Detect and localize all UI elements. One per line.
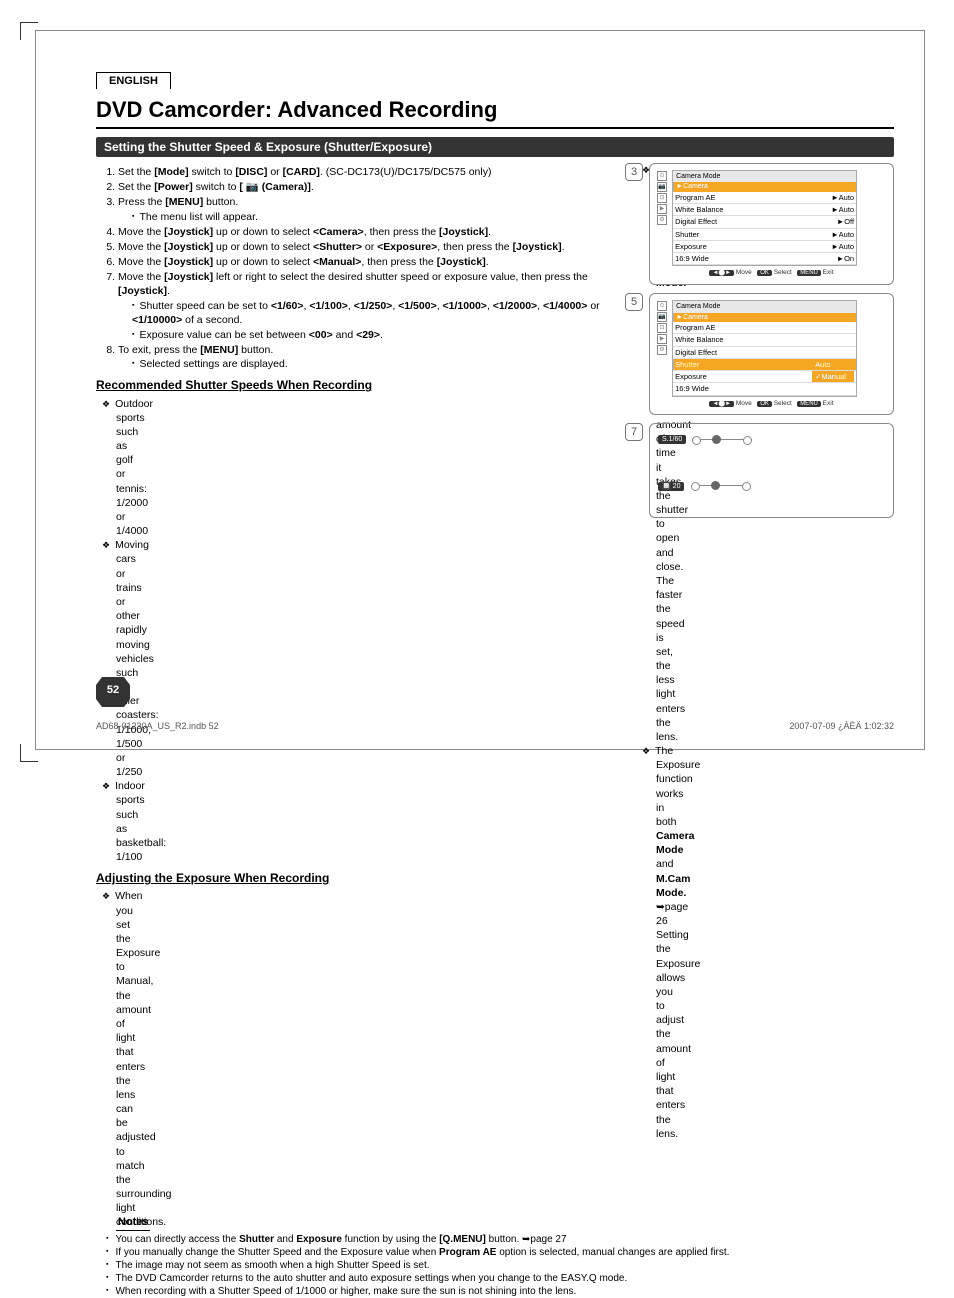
language-tab: ENGLISH <box>96 72 171 89</box>
recommended-list: Outdoor sports such as golf or tennis: 1… <box>96 397 103 865</box>
rec-icon: ⊙ <box>657 301 667 311</box>
disc-icon: ⊡ <box>657 323 667 333</box>
step-8: To exit, press the [MENU] button. Select… <box>118 343 636 371</box>
recommended-heading: Recommended Shutter Speeds When Recordin… <box>96 377 636 393</box>
footer-timestamp: 2007-07-09 ¿ÀÈÄ 1:02:32 <box>789 721 894 731</box>
notes-heading: Notes <box>116 1215 151 1231</box>
camera-menu-screen: ⊙📷⊡▶⚙ Camera Mode ►Camera Program AE►Aut… <box>649 163 894 285</box>
steps-list: Set the [Mode] switch to [DISC] or [CARD… <box>96 165 636 371</box>
manual-page: ENGLISH DVD Camcorder: Advanced Recordin… <box>35 30 925 750</box>
play-icon: ▶ <box>657 334 667 344</box>
page-number-badge: 52 <box>96 677 130 707</box>
rec-icon: ⊙ <box>657 171 667 181</box>
screen-illustrations: 3 ⊙📷⊡▶⚙ Camera Mode ►Camera Program AE►A… <box>649 163 894 526</box>
step-6: Move the [Joystick] up or down to select… <box>118 255 636 269</box>
cam-icon: 📷 <box>657 312 667 322</box>
footer-filename: AD68-01230A_US_R2.indb 52 <box>96 721 219 731</box>
camera-menu-screen: ⊙📷⊡▶⚙ Camera Mode ►Camera Program AEWhit… <box>649 293 894 415</box>
set-icon: ⚙ <box>657 345 667 355</box>
step-badge: 3 <box>625 163 643 181</box>
slider-screen: S.1/60 🔲 20 <box>649 423 894 518</box>
shutter-badge: S.1/60 <box>658 435 686 444</box>
step-7: Move the [Joystick] left or right to sel… <box>118 270 636 342</box>
cam-icon: 📷 <box>657 182 667 192</box>
mode-icons: ⊙📷⊡▶⚙ <box>656 170 670 226</box>
notes-list: You can directly access the Shutter and … <box>96 1233 894 1298</box>
screen-step-7: 7 S.1/60 🔲 20 <box>649 423 894 518</box>
screen-step-3: 3 ⊙📷⊡▶⚙ Camera Mode ►Camera Program AE►A… <box>649 163 894 285</box>
step-badge: 5 <box>625 293 643 311</box>
play-icon: ▶ <box>657 204 667 214</box>
step-2: Set the [Power] switch to [ 📷 (Camera)]. <box>118 180 636 194</box>
step-badge: 7 <box>625 423 643 441</box>
page-title: DVD Camcorder: Advanced Recording <box>96 97 894 129</box>
mode-icons: ⊙📷⊡▶⚙ <box>656 300 670 356</box>
exposure-badge: 🔲 20 <box>658 482 684 491</box>
step-4: Move the [Joystick] up or down to select… <box>118 225 636 239</box>
set-icon: ⚙ <box>657 215 667 225</box>
adjusting-list: When you set the Exposure to Manual, the… <box>96 889 103 1229</box>
section-heading: Setting the Shutter Speed & Exposure (Sh… <box>96 137 894 157</box>
step-5: Move the [Joystick] up or down to select… <box>118 240 636 254</box>
print-footer: AD68-01230A_US_R2.indb 52 2007-07-09 ¿ÀÈ… <box>96 721 894 731</box>
shutter-slider <box>692 439 752 440</box>
disc-icon: ⊡ <box>657 193 667 203</box>
screen-step-5: 5 ⊙📷⊡▶⚙ Camera Mode ►Camera Program AEWh… <box>649 293 894 415</box>
step-1: Set the [Mode] switch to [DISC] or [CARD… <box>118 165 636 179</box>
exposure-slider <box>691 485 751 486</box>
step-3: Press the [MENU] button. The menu list w… <box>118 195 636 223</box>
adjusting-heading: Adjusting the Exposure When Recording <box>96 870 636 886</box>
